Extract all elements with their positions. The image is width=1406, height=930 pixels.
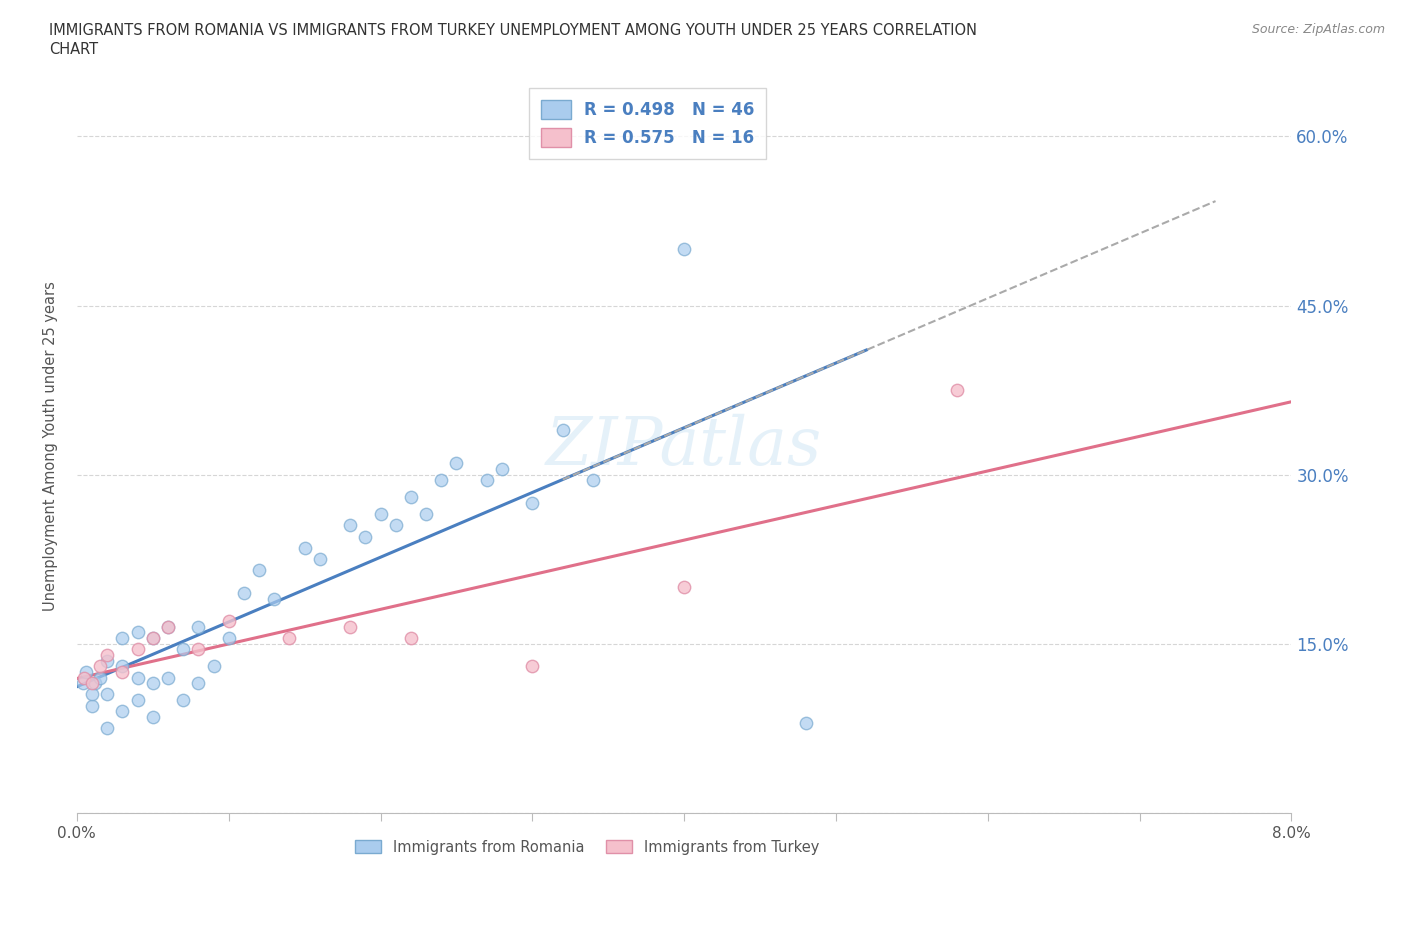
Point xyxy=(84,676,107,691)
Point xyxy=(80,687,103,702)
Point xyxy=(187,642,209,657)
Point xyxy=(370,507,392,522)
Point xyxy=(446,456,468,471)
Point xyxy=(399,490,422,505)
Point xyxy=(172,693,194,708)
Point xyxy=(794,715,817,730)
Point xyxy=(156,671,179,685)
Text: ZIPatlas: ZIPatlas xyxy=(546,414,823,479)
Point xyxy=(80,676,103,691)
Point xyxy=(96,653,118,668)
Point xyxy=(384,518,406,533)
Point xyxy=(399,631,422,645)
Point xyxy=(491,461,513,476)
Point xyxy=(73,671,96,685)
Text: IMMIGRANTS FROM ROMANIA VS IMMIGRANTS FROM TURKEY UNEMPLOYMENT AMONG YOUTH UNDER: IMMIGRANTS FROM ROMANIA VS IMMIGRANTS FR… xyxy=(49,23,977,38)
Point xyxy=(339,619,361,634)
Point xyxy=(354,529,377,544)
Point xyxy=(187,676,209,691)
Point xyxy=(172,642,194,657)
Point xyxy=(278,631,301,645)
Point xyxy=(263,591,285,606)
Point xyxy=(96,647,118,662)
Point xyxy=(522,658,544,673)
Y-axis label: Unemployment Among Youth under 25 years: Unemployment Among Youth under 25 years xyxy=(44,282,58,611)
Point xyxy=(142,710,165,724)
Point xyxy=(946,382,969,397)
Point xyxy=(308,551,330,566)
Point xyxy=(142,676,165,691)
Point xyxy=(142,631,165,645)
Point xyxy=(673,242,696,257)
Text: CHART: CHART xyxy=(49,42,98,57)
Point xyxy=(111,664,134,679)
Point xyxy=(72,676,94,691)
Point xyxy=(156,619,179,634)
Point xyxy=(89,671,111,685)
Point xyxy=(294,540,316,555)
Point xyxy=(127,693,149,708)
Text: Source: ZipAtlas.com: Source: ZipAtlas.com xyxy=(1251,23,1385,36)
Point xyxy=(475,472,498,487)
Point xyxy=(127,671,149,685)
Point xyxy=(89,658,111,673)
Point xyxy=(96,721,118,736)
Point xyxy=(111,704,134,719)
Point xyxy=(80,698,103,713)
Point xyxy=(430,472,453,487)
Point xyxy=(96,687,118,702)
Point xyxy=(339,518,361,533)
Point xyxy=(522,496,544,511)
Point xyxy=(232,586,254,601)
Point xyxy=(582,472,605,487)
Point xyxy=(673,580,696,595)
Point xyxy=(111,658,134,673)
Point xyxy=(218,614,240,629)
Point xyxy=(127,642,149,657)
Point xyxy=(247,563,270,578)
Legend: Immigrants from Romania, Immigrants from Turkey: Immigrants from Romania, Immigrants from… xyxy=(349,834,825,860)
Point xyxy=(75,664,97,679)
Point xyxy=(142,631,165,645)
Point xyxy=(218,631,240,645)
Point xyxy=(202,658,225,673)
Point xyxy=(415,507,437,522)
Point xyxy=(187,619,209,634)
Point xyxy=(156,619,179,634)
Point xyxy=(111,631,134,645)
Point xyxy=(127,625,149,640)
Point xyxy=(551,422,574,437)
